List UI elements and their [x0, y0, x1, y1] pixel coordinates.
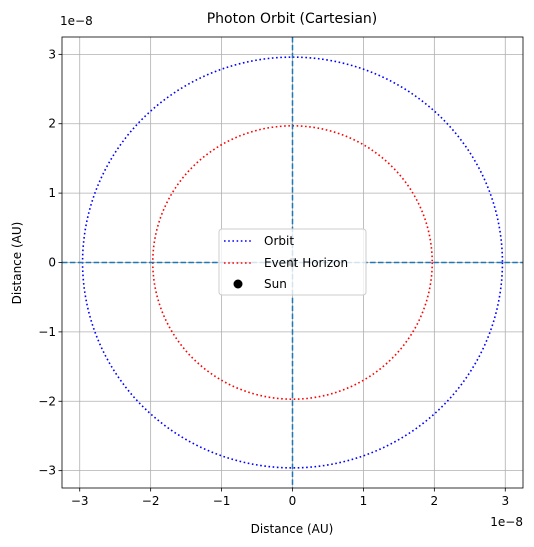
- x-tick-label: 1: [360, 494, 368, 508]
- x-tick-label: 0: [289, 494, 297, 508]
- legend: Orbit Event Horizon Sun: [218, 228, 367, 296]
- x-tick-label: 2: [431, 494, 439, 508]
- x-tick-label: −1: [213, 494, 231, 508]
- y-tick-label: 1: [48, 186, 56, 200]
- y-axis-label: Distance (AU): [10, 222, 24, 305]
- y-tick-label: 2: [48, 117, 56, 131]
- x-axis-label: Distance (AU): [251, 522, 334, 536]
- y-tick-label: 3: [48, 47, 56, 61]
- chart-title: Photon Orbit (Cartesian): [207, 11, 378, 27]
- x-tick-label: 3: [501, 494, 509, 508]
- x-tick-label: −2: [142, 494, 160, 508]
- x-offset-text: 1e−8: [490, 515, 523, 529]
- legend-sun-label: Sun: [264, 277, 287, 291]
- legend-sun-marker: [233, 279, 243, 289]
- y-tick-label: 0: [48, 256, 56, 270]
- legend-box: [218, 228, 367, 296]
- y-tick-label: −3: [38, 464, 56, 478]
- ticks: −3 −2 −1 0 1 2 3 −3 −2 −1 0 1 2 3: [38, 47, 509, 508]
- legend-event-horizon-label: Event Horizon: [264, 256, 348, 270]
- y-offset-text: 1e−8: [60, 14, 93, 28]
- x-tick-label: −3: [71, 494, 89, 508]
- y-tick-label: −1: [38, 325, 56, 339]
- y-tick-label: −2: [38, 394, 56, 408]
- legend-orbit-label: Orbit: [264, 234, 294, 248]
